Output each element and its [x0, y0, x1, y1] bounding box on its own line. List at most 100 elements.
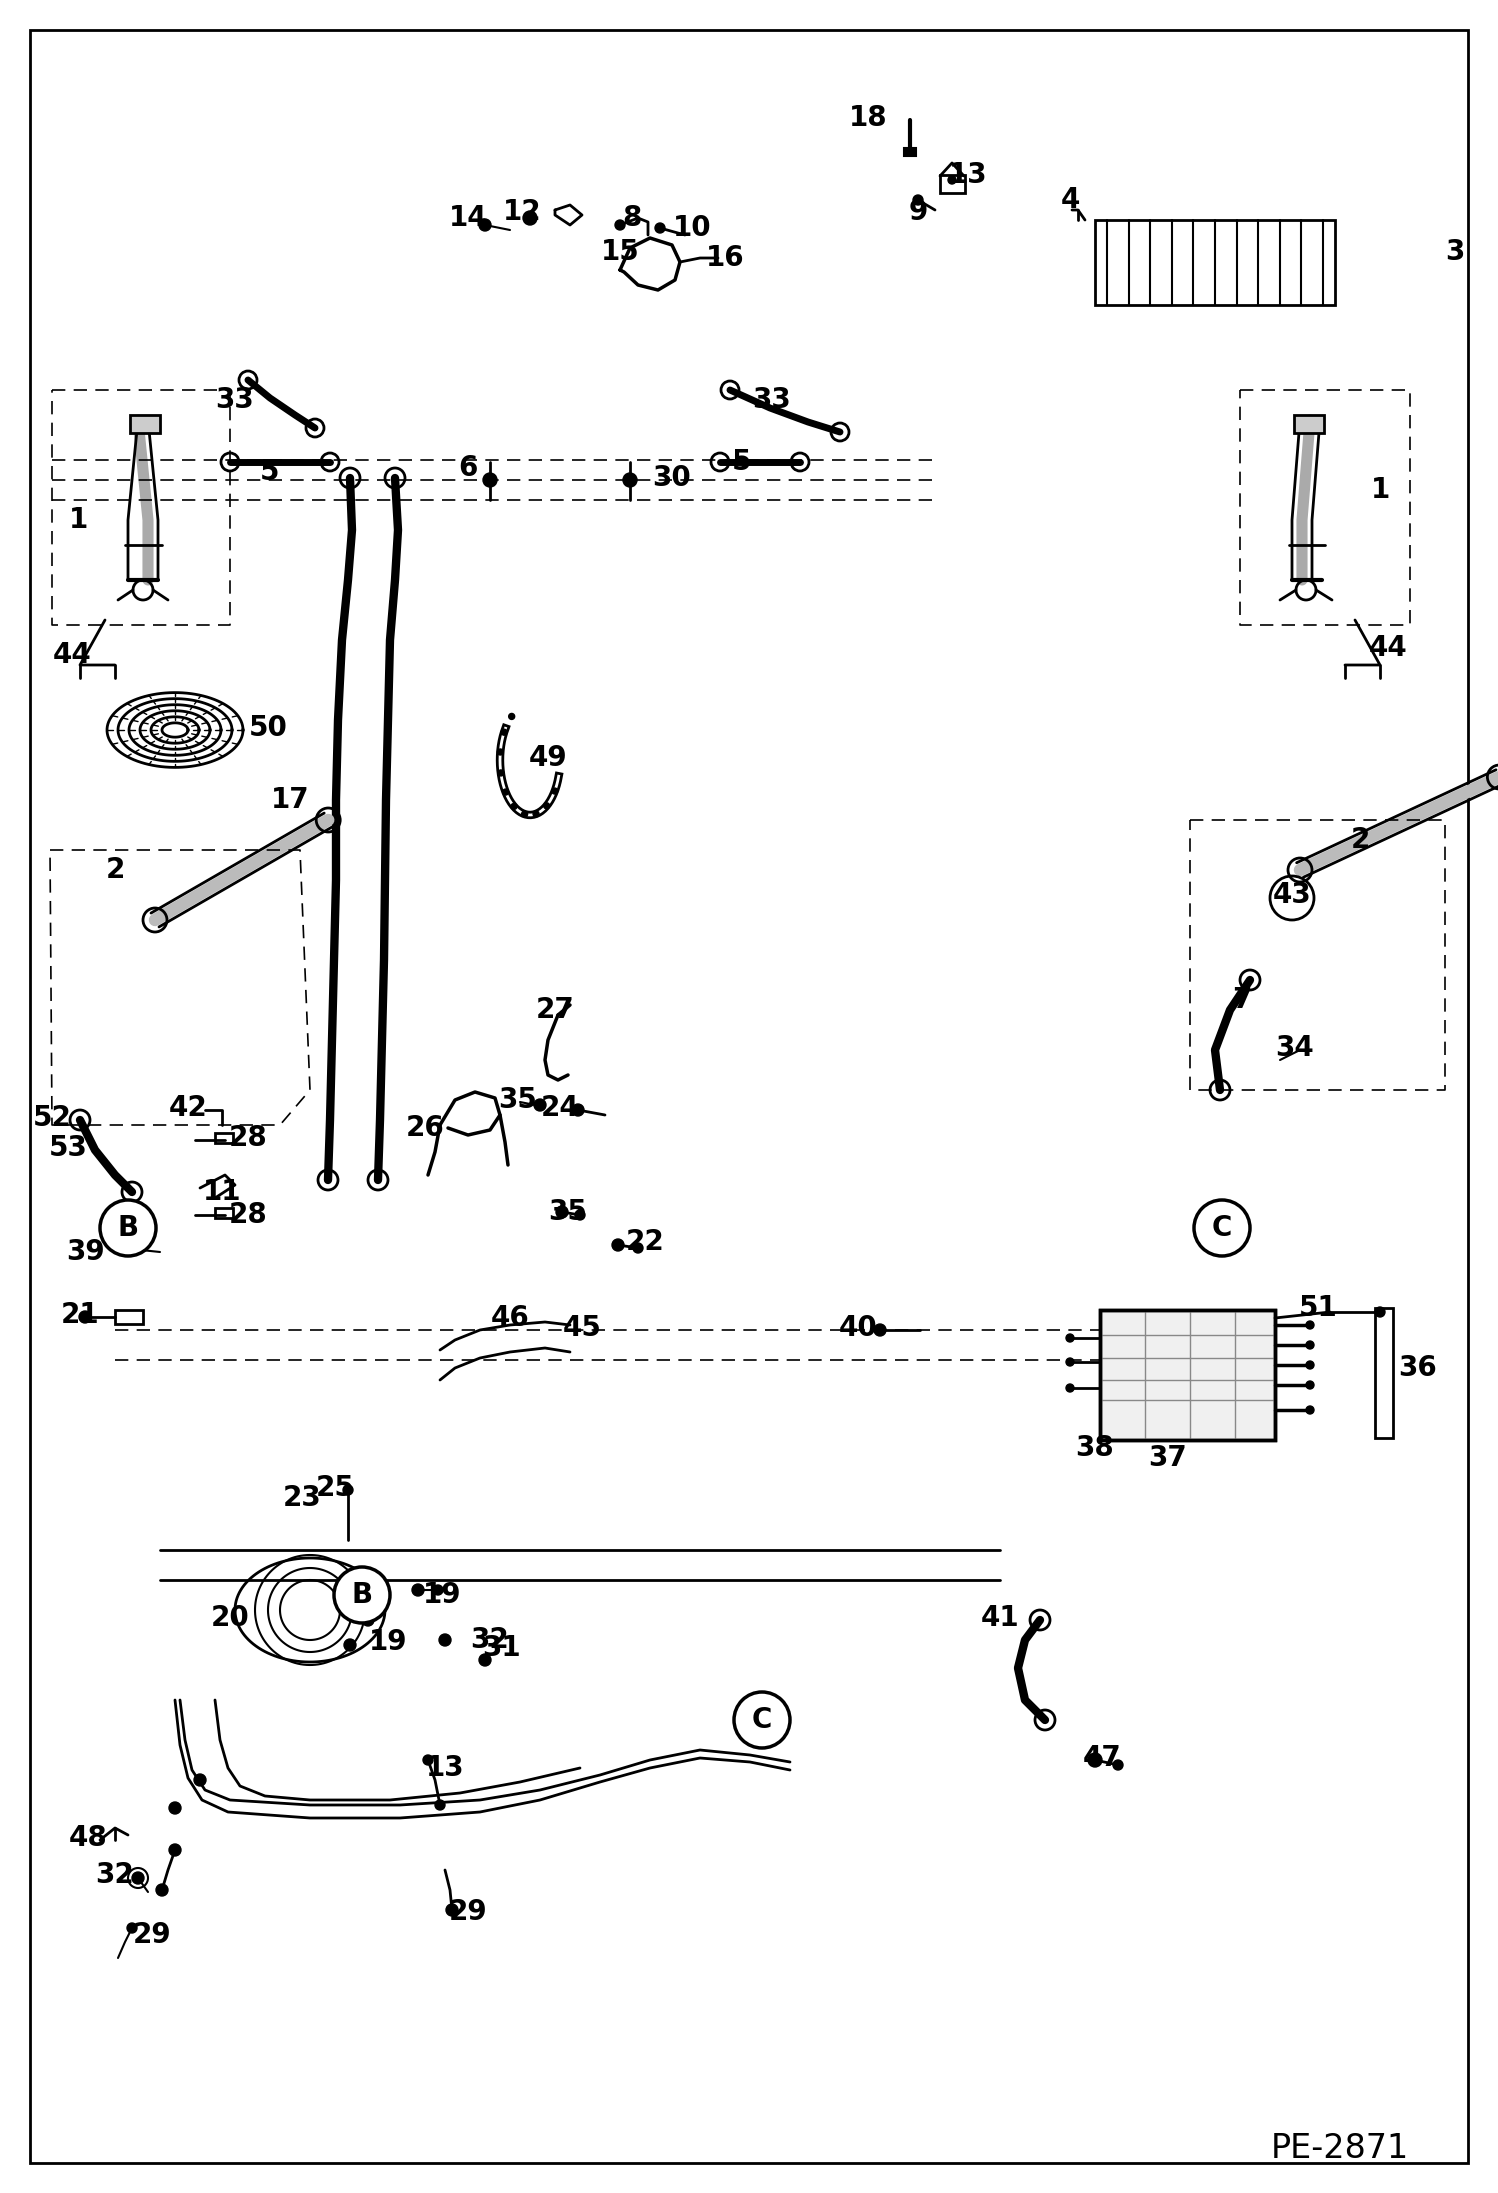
Circle shape — [363, 1614, 374, 1625]
Circle shape — [1306, 1362, 1314, 1368]
Circle shape — [497, 770, 503, 776]
Circle shape — [572, 1103, 584, 1116]
Text: 51: 51 — [1299, 1294, 1338, 1322]
Text: 16: 16 — [706, 243, 745, 272]
Text: 10: 10 — [673, 215, 712, 241]
Text: 23: 23 — [283, 1485, 322, 1511]
Circle shape — [634, 1243, 643, 1252]
Text: 28: 28 — [229, 1125, 267, 1151]
Circle shape — [479, 1654, 491, 1667]
Bar — [1375, 1307, 1393, 1439]
Circle shape — [613, 1239, 625, 1250]
Circle shape — [1306, 1340, 1314, 1349]
Circle shape — [127, 1923, 136, 1932]
Bar — [216, 1208, 234, 1217]
Text: 32: 32 — [96, 1862, 135, 1888]
Text: 2: 2 — [1350, 827, 1369, 853]
Bar — [130, 414, 160, 432]
Text: 29: 29 — [449, 1897, 487, 1925]
Bar — [1100, 1309, 1275, 1441]
Bar — [216, 1134, 234, 1143]
Bar — [1100, 1309, 1275, 1441]
Circle shape — [132, 1873, 144, 1884]
Circle shape — [511, 803, 517, 809]
Text: 18: 18 — [849, 103, 887, 132]
Circle shape — [1375, 1307, 1386, 1318]
Circle shape — [575, 1211, 586, 1219]
Text: 13: 13 — [948, 160, 987, 189]
Text: 4: 4 — [1061, 186, 1080, 215]
Text: 1: 1 — [69, 507, 87, 535]
Text: C: C — [1212, 1215, 1233, 1241]
Circle shape — [434, 1800, 445, 1809]
Circle shape — [1306, 1320, 1314, 1329]
Circle shape — [1067, 1333, 1074, 1342]
Text: 5: 5 — [261, 458, 280, 487]
Bar — [941, 175, 965, 193]
Text: 49: 49 — [529, 743, 568, 772]
Text: 14: 14 — [449, 204, 487, 232]
Text: 32: 32 — [470, 1625, 509, 1654]
Circle shape — [544, 803, 550, 809]
Text: 5: 5 — [733, 447, 752, 476]
Text: 20: 20 — [211, 1603, 249, 1632]
Text: C: C — [752, 1706, 771, 1735]
Text: 48: 48 — [69, 1825, 108, 1853]
Circle shape — [521, 811, 527, 818]
Bar — [115, 1309, 142, 1325]
Text: 53: 53 — [48, 1134, 87, 1162]
Circle shape — [503, 789, 509, 796]
Circle shape — [195, 1774, 207, 1785]
Text: 35: 35 — [499, 1086, 538, 1114]
Circle shape — [1113, 1761, 1124, 1770]
Circle shape — [533, 1099, 545, 1112]
Text: 45: 45 — [563, 1314, 601, 1342]
Circle shape — [100, 1200, 156, 1257]
Text: 2: 2 — [105, 855, 124, 884]
Text: 3: 3 — [1446, 239, 1465, 265]
Text: 19: 19 — [369, 1627, 407, 1656]
Text: 7: 7 — [1233, 987, 1252, 1013]
Circle shape — [117, 1243, 127, 1252]
Bar — [903, 147, 915, 156]
Circle shape — [1088, 1752, 1103, 1768]
Text: 15: 15 — [601, 239, 640, 265]
Text: 28: 28 — [229, 1202, 267, 1228]
Text: 43: 43 — [1273, 882, 1311, 910]
Text: 1: 1 — [1371, 476, 1390, 504]
Text: 11: 11 — [202, 1178, 241, 1206]
Circle shape — [482, 474, 497, 487]
Circle shape — [343, 1485, 354, 1496]
Circle shape — [169, 1844, 181, 1855]
Text: 36: 36 — [1399, 1353, 1438, 1382]
Text: 8: 8 — [622, 204, 641, 232]
Text: B: B — [352, 1581, 373, 1610]
Circle shape — [623, 474, 637, 487]
Text: 33: 33 — [752, 386, 791, 414]
Text: 34: 34 — [1276, 1035, 1314, 1061]
Text: 46: 46 — [491, 1305, 529, 1331]
Circle shape — [497, 750, 503, 754]
Text: 30: 30 — [653, 465, 692, 491]
Text: 44: 44 — [1369, 634, 1408, 662]
Text: 42: 42 — [169, 1094, 207, 1123]
Text: B: B — [117, 1215, 138, 1241]
Circle shape — [873, 1325, 885, 1336]
Circle shape — [502, 730, 508, 735]
Circle shape — [439, 1634, 451, 1647]
Text: 25: 25 — [316, 1474, 355, 1502]
Text: 17: 17 — [271, 785, 309, 814]
Text: 29: 29 — [133, 1921, 171, 1950]
Text: 37: 37 — [1149, 1443, 1188, 1472]
Text: 12: 12 — [503, 197, 541, 226]
Circle shape — [334, 1568, 389, 1623]
Circle shape — [1067, 1384, 1074, 1393]
Bar — [1095, 219, 1335, 305]
Text: 31: 31 — [482, 1634, 521, 1662]
Text: 38: 38 — [1076, 1434, 1115, 1463]
Text: 47: 47 — [1083, 1743, 1122, 1772]
Text: 50: 50 — [249, 715, 288, 741]
Text: 9: 9 — [908, 197, 927, 226]
Text: 40: 40 — [839, 1314, 878, 1342]
Bar — [1294, 414, 1324, 432]
